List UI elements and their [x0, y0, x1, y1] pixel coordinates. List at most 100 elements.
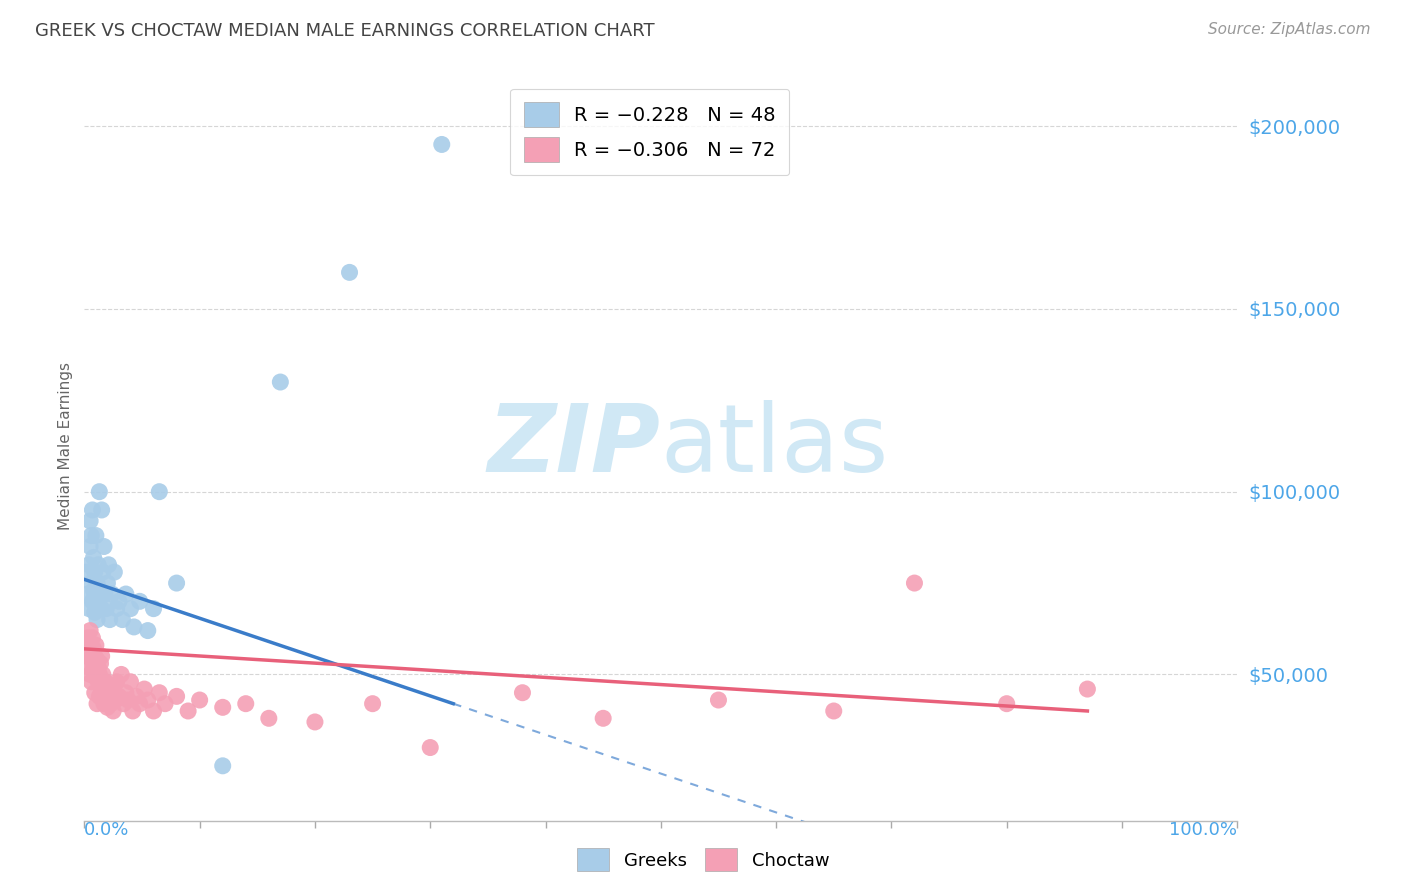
Point [142, 704, 165, 718]
Point [82, 503, 104, 517]
Point [90, 649, 112, 664]
Point [111, 613, 134, 627]
Legend: R = −0.228   N = 48, R = −0.306   N = 72: R = −0.228 N = 48, R = −0.306 N = 72 [510, 88, 789, 176]
Point [148, 484, 170, 499]
Point [96, 601, 118, 615]
Point [80, 528, 103, 542]
Point [108, 690, 131, 704]
Legend: Greeks, Choctaw: Greeks, Choctaw [569, 841, 837, 879]
Point [128, 594, 150, 608]
Point [112, 697, 135, 711]
Point [75, 638, 97, 652]
Point [96, 700, 118, 714]
Point [105, 674, 128, 689]
Point [98, 613, 121, 627]
Point [430, 137, 453, 152]
Point [419, 740, 441, 755]
Point [82, 631, 104, 645]
Point [83, 583, 105, 598]
Point [166, 576, 188, 591]
Text: 0.0%: 0.0% [84, 821, 129, 838]
Point [188, 693, 211, 707]
Point [115, 686, 138, 700]
Point [153, 697, 176, 711]
Point [87, 660, 110, 674]
Point [80, 649, 103, 664]
Point [86, 697, 108, 711]
Point [823, 704, 845, 718]
Point [76, 649, 98, 664]
Point [79, 540, 101, 554]
Point [235, 697, 257, 711]
Point [79, 624, 101, 638]
Point [89, 678, 111, 692]
Point [83, 565, 105, 579]
Point [76, 565, 98, 579]
Point [128, 697, 150, 711]
Point [125, 690, 148, 704]
Point [80, 576, 103, 591]
Point [166, 690, 188, 704]
Point [83, 641, 105, 656]
Point [96, 678, 118, 692]
Point [142, 601, 165, 615]
Point [211, 700, 233, 714]
Point [995, 697, 1018, 711]
Point [83, 649, 105, 664]
Point [80, 674, 103, 689]
Point [93, 697, 115, 711]
Point [177, 704, 200, 718]
Point [76, 631, 98, 645]
Point [83, 686, 105, 700]
Point [94, 674, 117, 689]
Point [211, 759, 233, 773]
Point [108, 594, 131, 608]
Point [136, 624, 159, 638]
Point [76, 587, 98, 601]
Point [86, 613, 108, 627]
Point [120, 674, 142, 689]
Point [339, 265, 361, 279]
Point [89, 583, 111, 598]
Point [110, 667, 132, 681]
Point [82, 594, 104, 608]
Point [103, 678, 125, 692]
Point [83, 605, 105, 619]
Point [101, 686, 124, 700]
Point [89, 657, 111, 671]
Point [91, 690, 114, 704]
Point [90, 681, 112, 696]
Point [87, 594, 110, 608]
Point [90, 503, 112, 517]
Point [91, 565, 114, 579]
Point [136, 693, 159, 707]
Point [89, 484, 111, 499]
Point [93, 540, 115, 554]
Point [79, 667, 101, 681]
Point [84, 528, 107, 542]
Point [269, 375, 291, 389]
Point [121, 704, 143, 718]
Point [86, 653, 108, 667]
Point [148, 686, 170, 700]
Point [87, 674, 110, 689]
Point [1076, 681, 1098, 696]
Point [97, 558, 120, 572]
Point [707, 693, 730, 707]
Point [361, 697, 384, 711]
Point [104, 693, 127, 707]
Point [134, 681, 156, 696]
Point [89, 667, 111, 681]
Text: atlas: atlas [661, 400, 889, 492]
Point [120, 601, 142, 615]
Point [592, 711, 614, 725]
Point [97, 690, 120, 704]
Point [94, 693, 117, 707]
Point [86, 576, 108, 591]
Point [90, 601, 112, 615]
Point [101, 587, 124, 601]
Point [91, 667, 114, 681]
Point [94, 587, 117, 601]
Point [77, 601, 100, 615]
Point [84, 638, 107, 652]
